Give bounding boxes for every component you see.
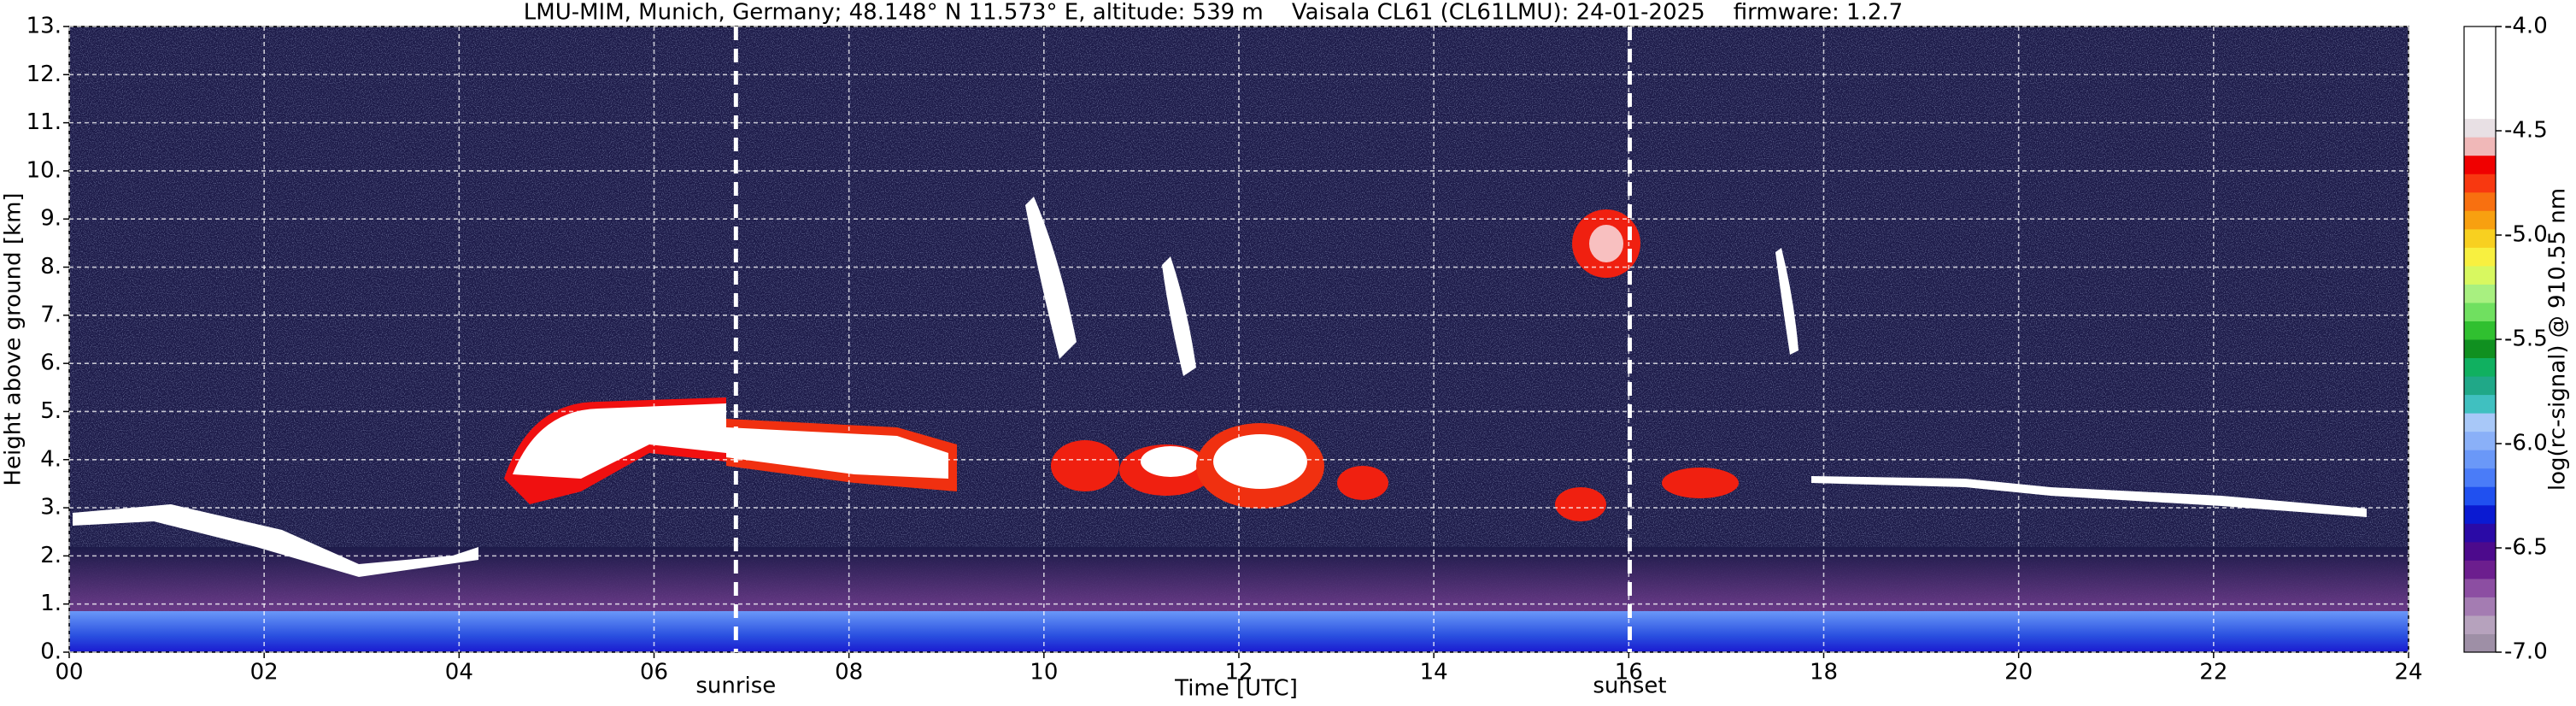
y-tick-label: 5. (40, 398, 62, 424)
colorbar-swatch (2464, 321, 2496, 340)
x-tick-label: 08 (835, 660, 863, 685)
colorbar-tick-label: -5.5 (2504, 327, 2548, 352)
colorbar-swatch (2464, 394, 2496, 414)
colorbar-swatch (2464, 633, 2496, 653)
y-axis-label: Height above ground [km] (1, 192, 26, 485)
x-tick-label: 22 (2199, 660, 2227, 685)
colorbar-swatch (2464, 504, 2496, 524)
colorbar-swatch (2464, 615, 2496, 634)
colorbar-swatch (2464, 265, 2496, 285)
x-tick-label: 06 (640, 660, 668, 685)
x-tick-label: 24 (2394, 660, 2422, 685)
colorbar-tick-label: -6.5 (2504, 535, 2548, 561)
y-tick-label: 0. (40, 639, 62, 665)
colorbar-swatch (2464, 26, 2496, 46)
colorbar-swatch (2464, 339, 2496, 359)
x-tick-label: 18 (1810, 660, 1838, 685)
x-tick-label: 12 (1224, 660, 1253, 685)
colorbar-swatch (2464, 302, 2496, 321)
colorbar-swatch (2464, 578, 2496, 597)
colorbar-swatch (2464, 357, 2496, 377)
colorbar-swatch (2464, 431, 2496, 450)
colorbar-swatch (2464, 210, 2496, 230)
colorbar-swatch (2464, 63, 2496, 83)
y-tick-label: 2. (40, 543, 62, 568)
colorbar-swatch (2464, 100, 2496, 120)
y-tick-label: 1. (40, 591, 62, 616)
y-tick-label: 10. (26, 157, 62, 183)
colorbar-swatch (2464, 560, 2496, 580)
colorbar-swatch (2464, 118, 2496, 138)
y-tick-label: 13. (26, 14, 62, 39)
y-tick-label: 11. (26, 109, 62, 135)
colorbar-swatch (2464, 523, 2496, 543)
x-tick-label: 10 (1030, 660, 1058, 685)
colorbar-swatch (2464, 597, 2496, 616)
x-tick-label: 04 (445, 660, 473, 685)
x-tick-label: 16 (1615, 660, 1643, 685)
colorbar-tick-label: -4.5 (2504, 118, 2548, 144)
colorbar-tick-label: -6.0 (2504, 431, 2548, 456)
colorbar-swatch (2464, 247, 2496, 267)
colorbar-swatch (2464, 376, 2496, 396)
y-tick-label: 8. (40, 254, 62, 279)
chart-title: LMU-MIM, Munich, Germany; 48.148° N 11.5… (524, 0, 1903, 26)
colorbar-tick-label: -7.0 (2504, 639, 2548, 665)
x-axis-label: Time [UTC] (1174, 676, 1298, 702)
annotation-label: sunset (1593, 674, 1666, 699)
colorbar-swatch (2464, 44, 2496, 64)
y-tick-label: 6. (40, 350, 62, 376)
colorbar-swatch (2464, 486, 2496, 506)
colorbar-label: log(rc-signal) @ 910.55 nm (2545, 188, 2571, 491)
colorbar-tick-label: -5.0 (2504, 222, 2548, 248)
y-tick-label: 9. (40, 206, 62, 232)
colorbar-tick-label: -4.0 (2504, 14, 2548, 39)
y-tick-label: 7. (40, 302, 62, 327)
colorbar-swatch (2464, 155, 2496, 174)
x-tick-label: 02 (250, 660, 279, 685)
colorbar-swatch (2464, 413, 2496, 432)
y-tick-label: 4. (40, 446, 62, 472)
colorbar-swatch (2464, 450, 2496, 469)
x-tick-label: 20 (2004, 660, 2033, 685)
colorbar-swatch (2464, 191, 2496, 211)
colorbar-swatch (2464, 468, 2496, 487)
colorbar-swatch (2464, 137, 2496, 156)
annotation-label: sunrise (695, 674, 776, 699)
colorbar-swatch (2464, 174, 2496, 193)
y-tick-label: 12. (26, 62, 62, 87)
colorbar-swatch (2464, 541, 2496, 561)
x-tick-label: 00 (55, 660, 83, 685)
colorbar-swatch (2464, 228, 2496, 248)
y-tick-label: 3. (40, 495, 62, 521)
colorbar-swatch (2464, 81, 2496, 101)
x-tick-label: 14 (1420, 660, 1448, 685)
colorbar-swatch (2464, 284, 2496, 303)
